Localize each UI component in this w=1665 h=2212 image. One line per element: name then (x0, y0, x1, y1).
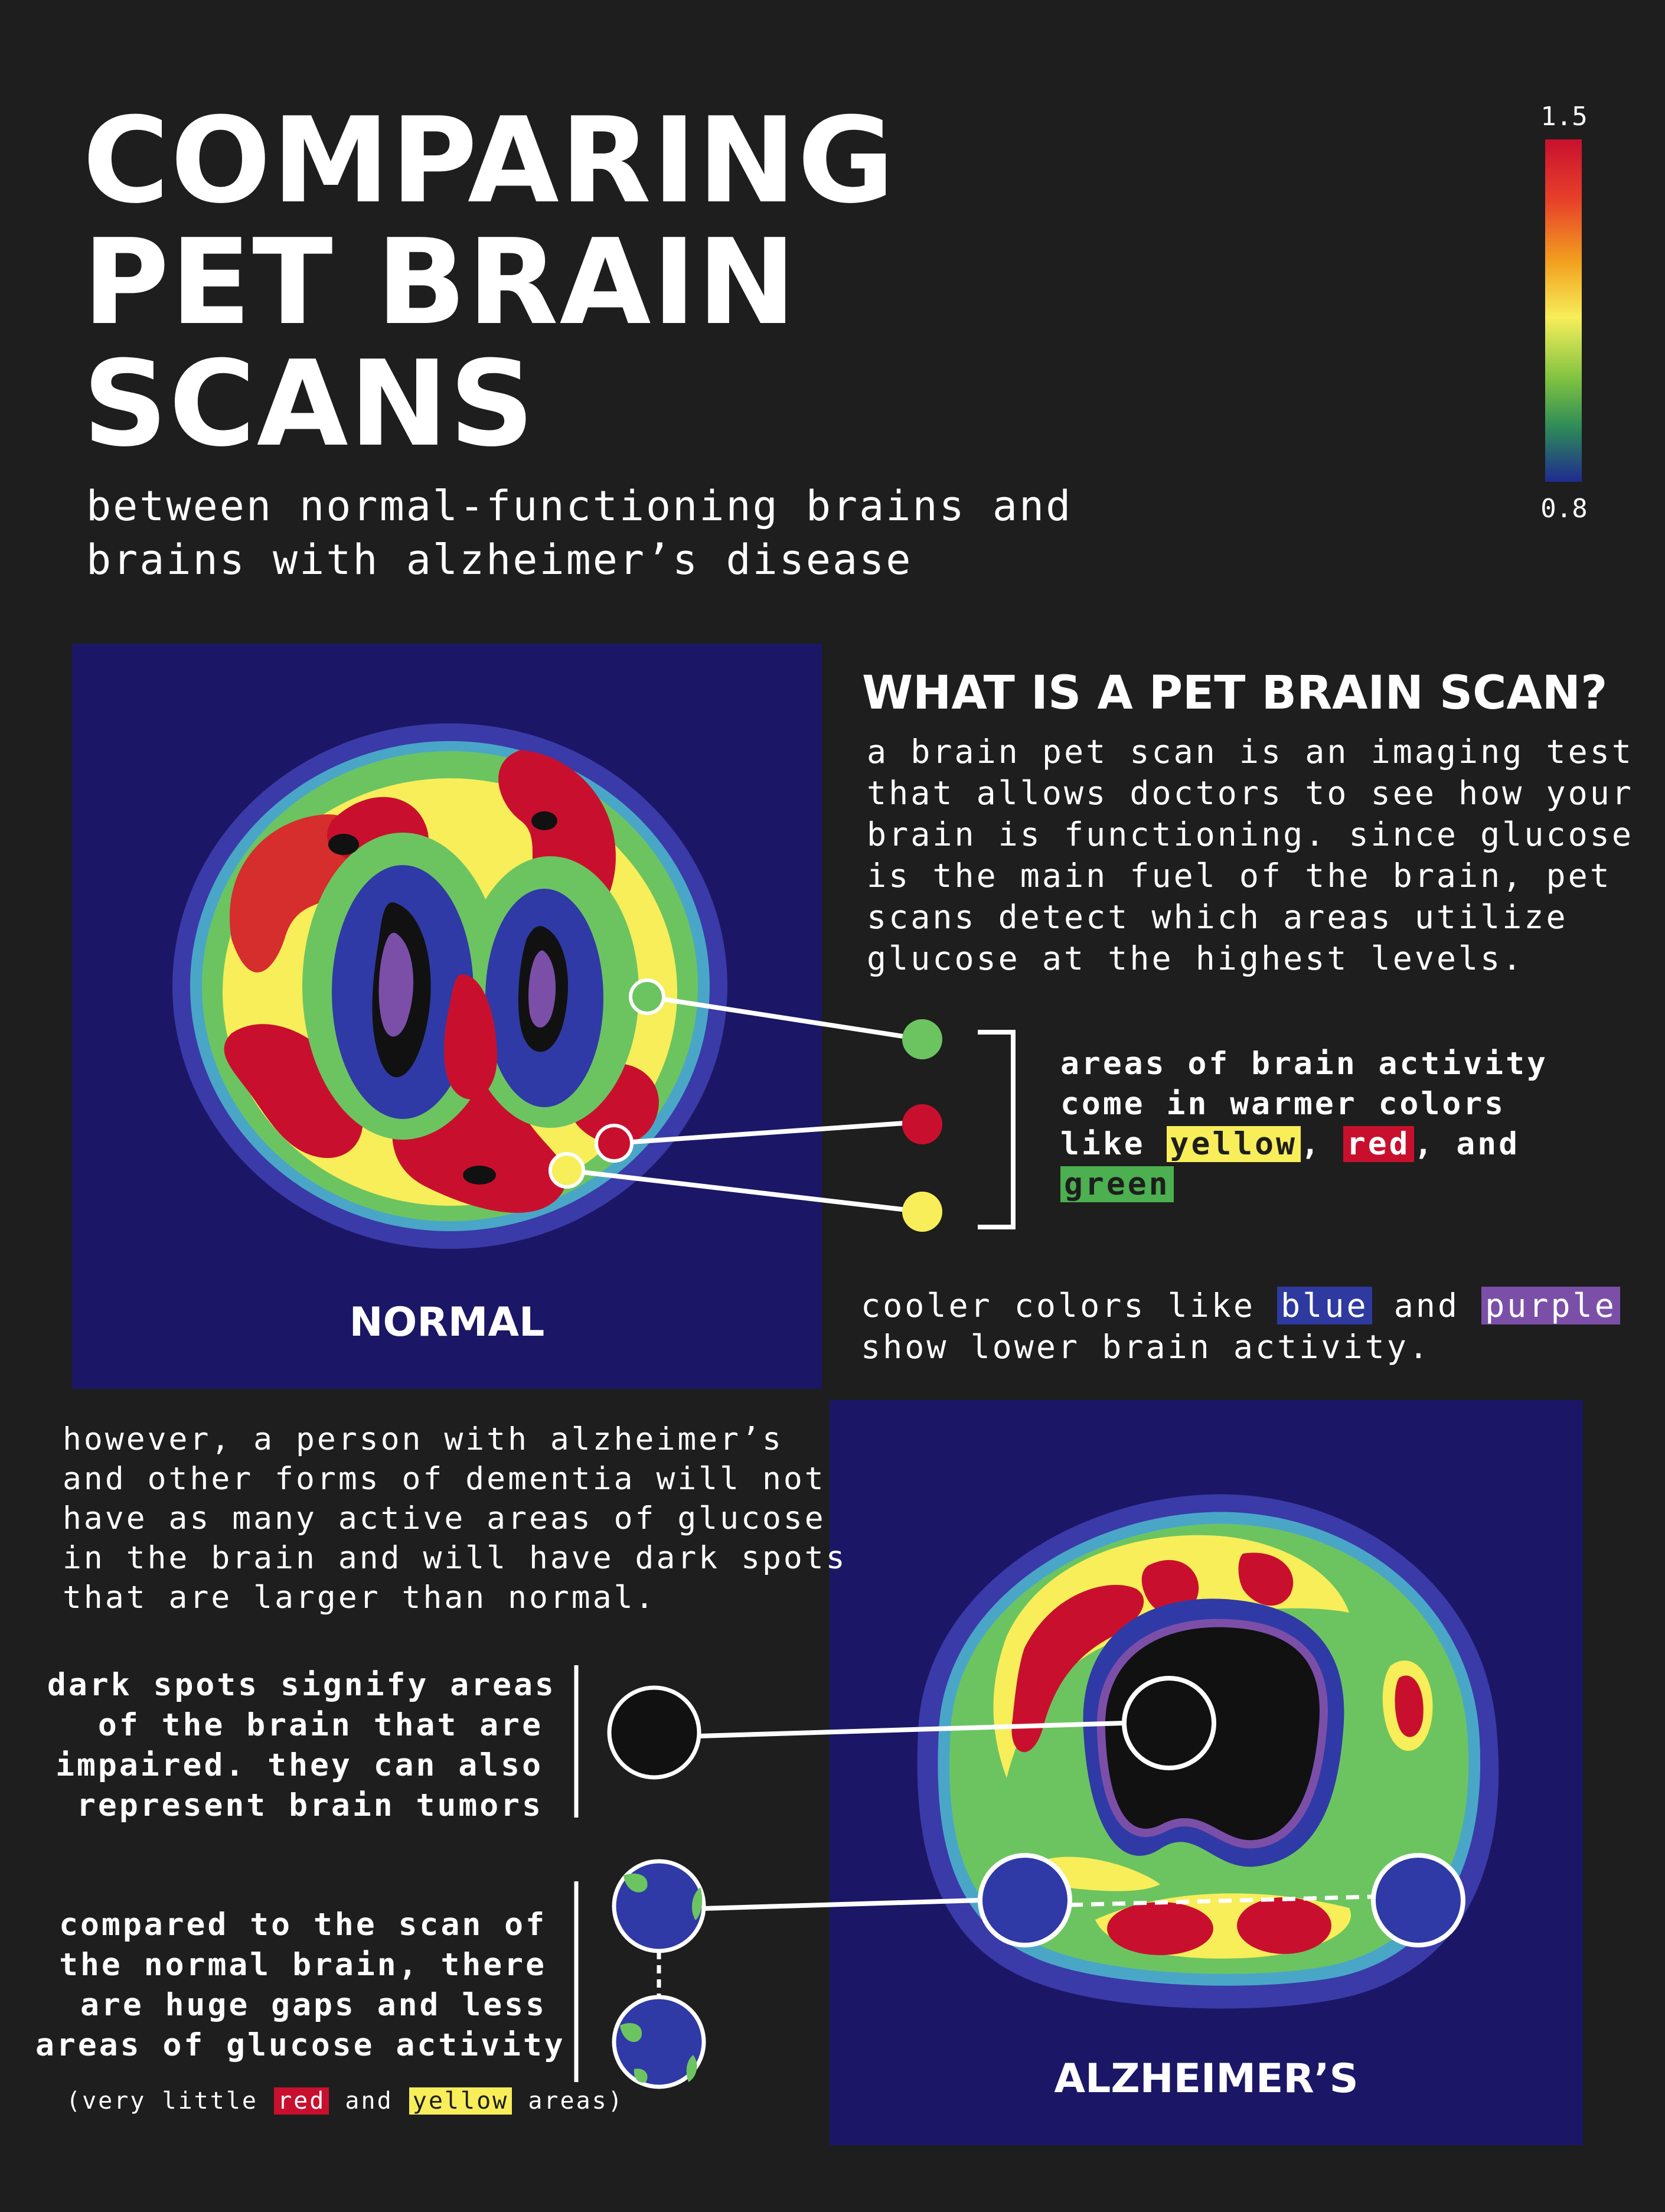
alzheimers-brain-scan-image (917, 1494, 1499, 2009)
warm-colors-note: areas of brain activity come in warmer c… (1060, 1044, 1548, 1205)
what-is-paragraph: a brain pet scan is an imaging test that… (867, 731, 1634, 979)
paragraph-line: glucose at the highest levels. (867, 939, 1524, 977)
paragraph-line: however, a person with alzheimer’s (63, 1421, 783, 1457)
footnote-mid: and (329, 2087, 409, 2115)
title-line: COMPARING (83, 92, 896, 230)
cool-line: show lower brain activity. (861, 1328, 1431, 1366)
gap-icon-top (612, 1859, 706, 1953)
paragraph-line: and other forms of dementia will not (63, 1461, 826, 1497)
normal-brain-scan-image (172, 723, 727, 1249)
yellow-swatch-icon (902, 1192, 942, 1232)
paragraph-line: a brain pet scan is an imaging test (867, 733, 1634, 771)
compared-line: compared to the scan of (59, 1907, 547, 1943)
title-line: SCANS (83, 335, 536, 473)
however-paragraph: however, a person with alzheimer’s and o… (63, 1420, 847, 1617)
alzheimers-label: ALZHEIMER’S (1054, 2056, 1359, 2102)
cool-line: cooler colors like blue and purple (861, 1285, 1620, 1326)
paragraph-line: that are larger than normal. (63, 1580, 657, 1616)
paragraph-line: scans detect which areas utilize (867, 898, 1568, 936)
yellow-highlight: yellow (1166, 1126, 1301, 1162)
paragraph-line: have as many active areas of glucose (63, 1500, 826, 1536)
cool-colors-note: cooler colors like blue and purple show … (861, 1285, 1620, 1368)
page-title: COMPARING PET BRAIN SCANS (83, 100, 909, 465)
footnote-yellow-highlight: yellow (409, 2087, 512, 2115)
legend-min-label: 0.8 (1540, 494, 1588, 524)
cool-mid: and (1372, 1287, 1482, 1324)
footnote-prefix: (very little (66, 2087, 275, 2115)
red-swatch-icon (902, 1104, 942, 1144)
warm-line: come in warmer colors (1060, 1086, 1506, 1122)
warm-prefix: like (1060, 1126, 1167, 1162)
warm-line: green (1060, 1164, 1548, 1205)
normal-label: NORMAL (349, 1299, 545, 1346)
warm-sep: , and (1413, 1126, 1520, 1162)
title-line: PET BRAIN (83, 214, 798, 351)
alzheimers-brain-panel: ALZHEIMER’S (830, 1400, 1583, 2145)
subtitle-line: between normal-functioning brains and (86, 482, 1073, 530)
footnote-suffix: areas) (512, 2087, 624, 2115)
green-highlight: green (1060, 1166, 1174, 1202)
dark-spots-line: impaired. they can also (56, 1747, 543, 1783)
dark-spots-note: dark spots signify areas of the brain th… (47, 1665, 556, 1826)
normal-brain-panel: NORMAL (72, 644, 822, 1389)
paragraph-line: is the main fuel of the brain, pet (867, 857, 1612, 895)
compared-note: compared to the scan of the normal brain… (35, 1905, 566, 2066)
what-is-heading: WHAT IS A PET BRAIN SCAN? (862, 667, 1608, 720)
paragraph-line: that allows doctors to see how your (867, 774, 1634, 812)
dark-spots-line: of the brain that are (97, 1707, 543, 1743)
footnote: (very little red and yellow areas) (66, 2084, 624, 2118)
dark-spots-line: dark spots signify areas (47, 1667, 556, 1703)
gap-icon-bottom (612, 1995, 706, 2089)
compared-line: are huge gaps and less (80, 1987, 547, 2023)
footnote-red-highlight: red (274, 2087, 329, 2115)
dark-spot-icon (607, 1685, 701, 1780)
warm-sep: , (1301, 1126, 1343, 1162)
color-scale-bar (1545, 139, 1582, 482)
cool-prefix: cooler colors like (861, 1287, 1278, 1324)
paragraph-line: brain is functioning. since glucose (867, 815, 1634, 853)
legend-max-label: 1.5 (1540, 102, 1588, 132)
subtitle: between normal-functioning brains and br… (86, 479, 1149, 587)
blue-highlight: blue (1277, 1287, 1372, 1324)
paragraph-line: in the brain and will have dark spots (63, 1540, 847, 1576)
purple-highlight: purple (1481, 1287, 1620, 1324)
warm-colors-bracket (978, 1030, 1016, 1229)
dark-spots-line: represent brain tumors (77, 1787, 543, 1823)
warm-line: areas of brain activity (1060, 1046, 1548, 1082)
green-swatch-icon (902, 1019, 942, 1059)
subtitle-line: brains with alzheimer’s disease (86, 536, 913, 584)
warm-line: like yellow, red, and (1060, 1124, 1548, 1164)
compared-line: the normal brain, there (59, 1947, 547, 1983)
compared-line: areas of glucose activity (35, 2027, 566, 2063)
red-highlight: red (1343, 1126, 1414, 1162)
